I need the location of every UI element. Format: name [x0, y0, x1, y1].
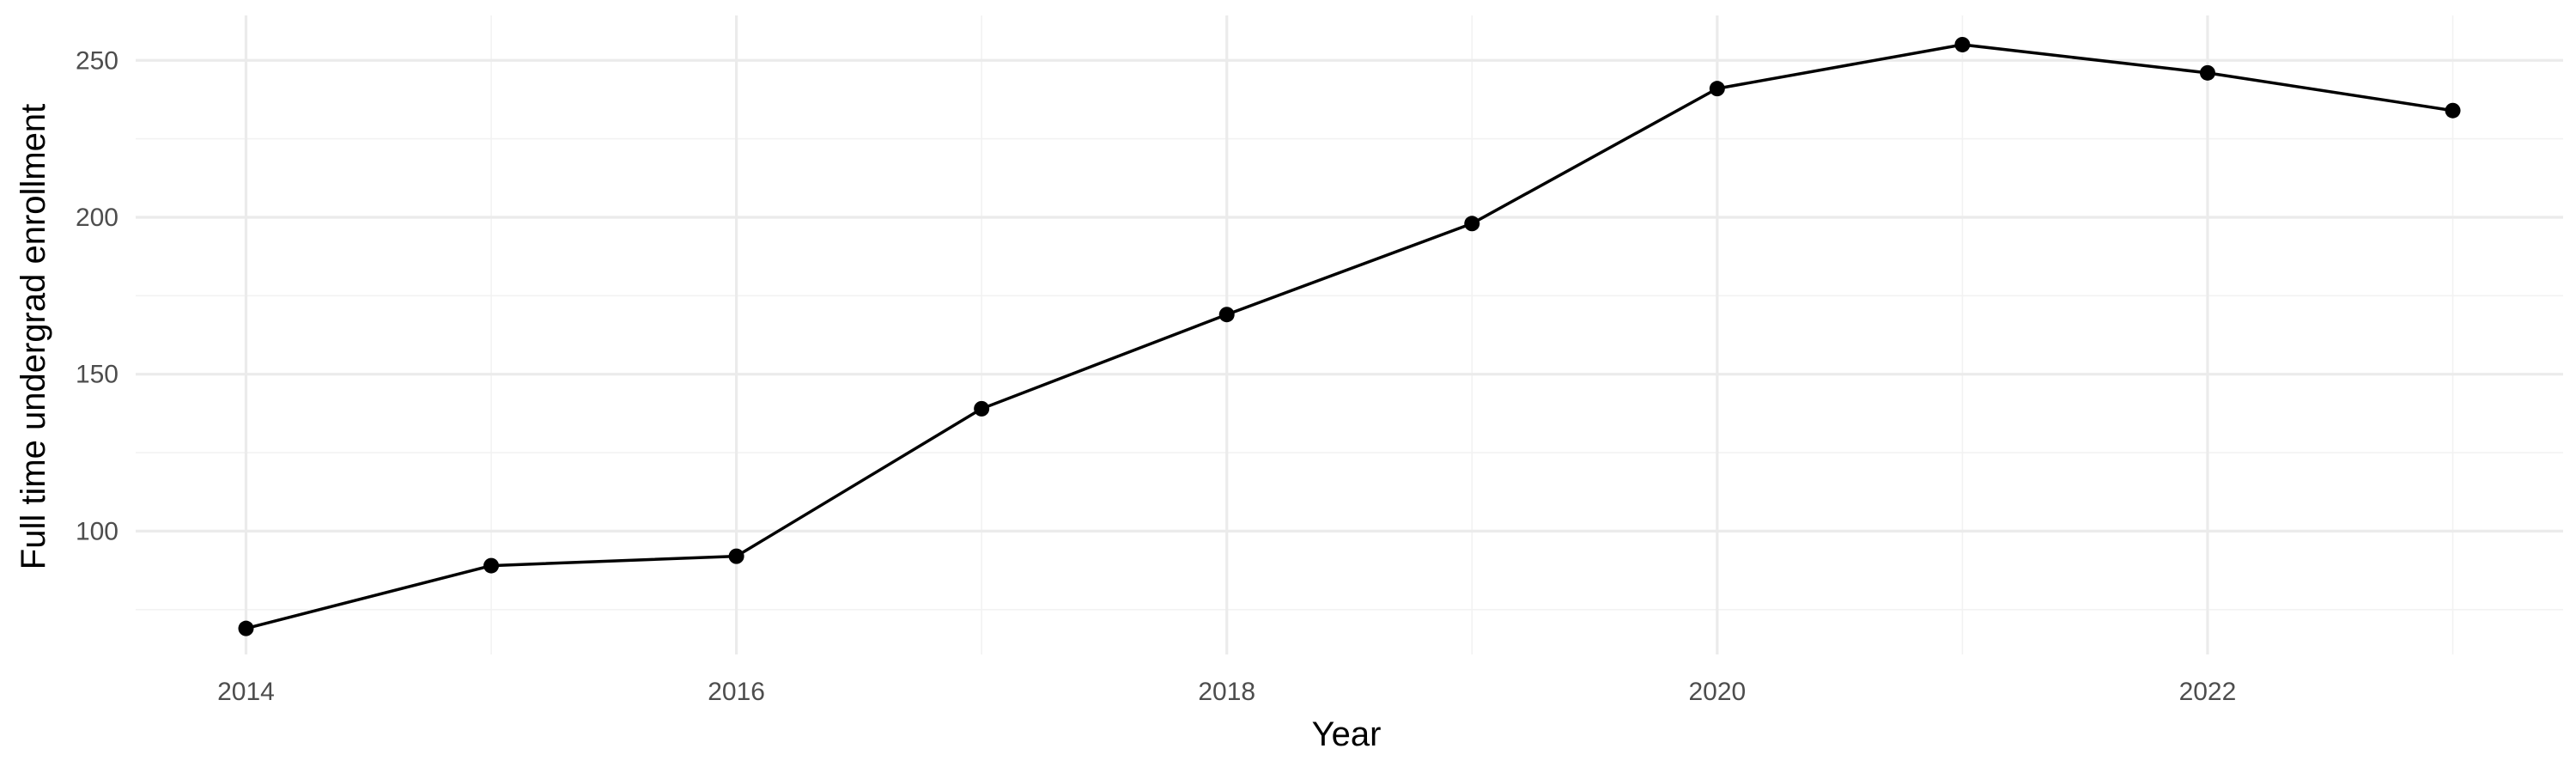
y-tick-label: 100	[76, 517, 118, 545]
data-point	[1709, 81, 1725, 97]
x-tick-label: 2016	[708, 678, 765, 706]
data-point	[1218, 307, 1235, 323]
major-gridlines	[136, 15, 2563, 654]
x-tick-label: 2014	[217, 678, 275, 706]
data-point	[483, 557, 500, 574]
y-tick-label: 200	[76, 204, 118, 232]
minor-gridlines	[136, 15, 2563, 654]
x-tick-label: 2020	[1688, 678, 1746, 706]
x-tick-label: 2018	[1198, 678, 1255, 706]
y-axis-ticks: 100 150 200 250	[76, 46, 118, 545]
data-points	[238, 36, 2461, 636]
data-point	[974, 400, 990, 417]
y-axis-title: Full time undergrad enrollment	[15, 104, 52, 569]
series-line	[244, 43, 2455, 630]
y-tick-label: 150	[76, 361, 118, 389]
data-point	[2199, 64, 2215, 81]
data-point	[2445, 102, 2461, 119]
series-group	[244, 43, 2455, 630]
data-point	[1954, 36, 1971, 52]
data-point	[1464, 216, 1480, 232]
x-axis-ticks: 2014 2016 2018 2020 2022	[217, 678, 2236, 706]
x-tick-label: 2022	[2179, 678, 2237, 706]
data-point	[238, 620, 254, 636]
y-tick-label: 250	[76, 46, 118, 75]
x-axis-title: Year	[1312, 715, 1382, 753]
data-point	[728, 548, 744, 564]
